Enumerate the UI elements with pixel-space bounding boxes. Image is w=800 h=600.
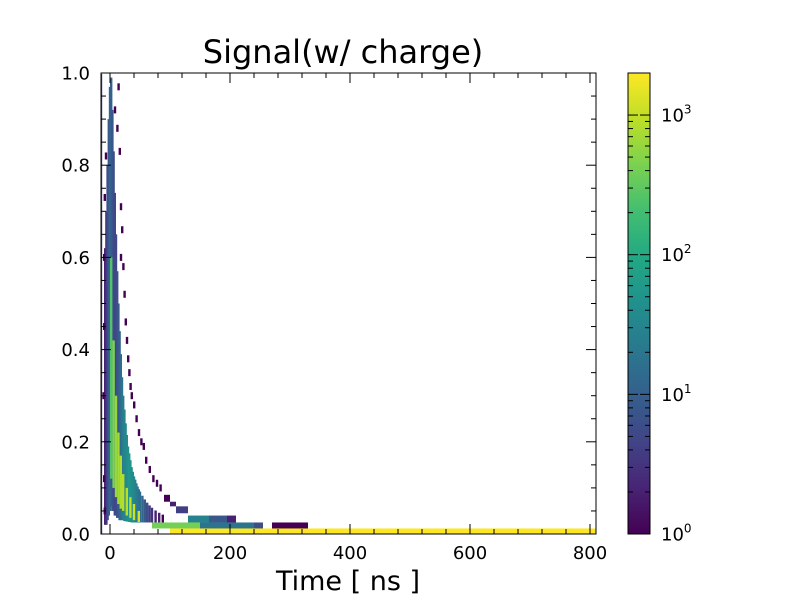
heatmap-bin	[254, 522, 263, 529]
heatmap-outlier-bin	[117, 83, 120, 91]
heatmap-outlier-bin	[118, 147, 121, 155]
heatmap-bin	[200, 522, 254, 529]
heatmap-bin	[152, 522, 200, 529]
colorbar-labels: 100 101 102 103	[661, 103, 692, 546]
heatmap-bin	[170, 501, 176, 507]
heatmap-ridge-bin	[136, 486, 139, 523]
heatmap-outlier-bin	[133, 401, 136, 409]
heatmap-bin	[209, 515, 227, 523]
heatmap-outlier-bin	[124, 318, 127, 326]
heatmap-outlier-bin	[135, 415, 138, 423]
plot-area	[100, 72, 597, 535]
x-tick-label: 800	[573, 543, 607, 564]
heatmap-ridge-bin	[138, 491, 142, 523]
heatmap-bin	[164, 494, 170, 502]
heatmap-core-bin	[132, 504, 136, 521]
heatmap-ridge-bin	[158, 512, 161, 523]
heatmap-outlier-bin	[155, 479, 159, 487]
y-tick-label: 0.2	[61, 432, 90, 453]
heatmap-core-bin	[129, 497, 132, 518]
x-tick-label: 200	[213, 543, 247, 564]
x-tick-label: 600	[453, 543, 487, 564]
colorbar-frame	[627, 72, 651, 535]
heatmap-bins	[101, 73, 596, 534]
heatmap-outlier-bin	[123, 290, 126, 298]
heatmap-core-bin	[137, 510, 140, 523]
heatmap-core-bin	[119, 455, 122, 509]
heatmap-ridge-bin	[146, 502, 149, 523]
y-tick-label: 0.6	[61, 248, 90, 269]
heatmap-outlier-bin	[113, 106, 117, 114]
colorbar: 100 101 102 103	[627, 72, 692, 546]
heatmap-core-bin	[117, 432, 120, 505]
heatmap-outlier-bin	[129, 382, 132, 390]
heatmap-outlier-bin	[103, 475, 106, 483]
heatmap-ridge-bin	[141, 495, 144, 523]
heatmap-outlier-bin	[130, 392, 133, 400]
plot-background	[101, 73, 596, 534]
heatmap-outlier-bin	[159, 484, 162, 492]
heatmap-outlier-bin	[127, 355, 130, 363]
heatmap-outlier-bin	[103, 193, 106, 201]
heatmap-ridge-bin	[161, 514, 164, 523]
heatmap-outlier-bin	[152, 475, 155, 483]
heatmap-ridge-bin	[143, 499, 146, 523]
heatmap-outlier-bin	[145, 456, 148, 464]
heatmap-outlier-bin	[116, 124, 119, 132]
y-tick-label: 0.0	[61, 525, 90, 546]
x-axis-label: Time [ ns ]	[275, 566, 420, 597]
x-tick-label: 400	[333, 543, 367, 564]
heatmap-outlier-bin	[119, 253, 123, 261]
colorbar-tick-label: 100	[661, 522, 692, 546]
heatmap-ridge-bin	[130, 467, 133, 523]
y-tick-label: 1.0	[61, 64, 90, 85]
heatmap-core-bin	[112, 340, 115, 488]
heatmap-outlier-bin	[121, 226, 124, 234]
heatmap-core-bin	[125, 487, 128, 516]
colorbar-gradient	[628, 73, 650, 534]
heatmap-core-bin	[122, 474, 125, 511]
chart-title: Signal(w/ charge)	[203, 33, 483, 71]
heatmap-ridge-bin	[105, 211, 108, 525]
heatmap-outlier-bin	[104, 152, 108, 160]
colorbar-ticks	[628, 72, 650, 535]
y-tick-label: 0.8	[61, 156, 90, 177]
heatmap-outlier-bin	[140, 438, 143, 446]
heatmap-ridge-bin	[150, 507, 154, 523]
heatmap-outlier-bin	[125, 336, 129, 344]
heatmap-outlier-bin	[142, 442, 145, 450]
heatmap-ridge-bin	[154, 510, 157, 523]
heatmap-outlier-bin	[122, 263, 125, 271]
colorbar-tick-label: 103	[661, 103, 692, 127]
x-tick-labels: 0 200 400 600 800	[104, 543, 607, 564]
heatmap-ridge-bin	[148, 505, 151, 523]
heatmap-bin	[227, 515, 236, 523]
x-tick-label: 0	[104, 543, 115, 564]
heatmap-outlier-bin	[148, 465, 151, 473]
heatmap-core-bin	[110, 257, 113, 479]
heatmap-outlier-bin	[137, 429, 141, 437]
heatmap-outlier-bin	[119, 203, 123, 211]
heatmap-bin	[176, 506, 188, 514]
heatmap-core-bin	[114, 395, 118, 498]
heatmap-bin	[188, 515, 209, 523]
heatmap-bin	[272, 522, 308, 529]
heatmap-outlier-bin	[128, 369, 131, 377]
y-tick-labels: 0.0 0.2 0.4 0.6 0.8 1.0	[61, 64, 90, 546]
y-tick-label: 0.4	[61, 340, 90, 361]
heatmap-ridge-bin	[123, 409, 126, 522]
heatmap-bin	[170, 528, 596, 534]
colorbar-tick-label: 101	[661, 382, 692, 406]
colorbar-tick-label: 102	[661, 242, 692, 266]
heatmap-ridge-bin	[117, 303, 120, 518]
plot-frame	[100, 72, 597, 535]
